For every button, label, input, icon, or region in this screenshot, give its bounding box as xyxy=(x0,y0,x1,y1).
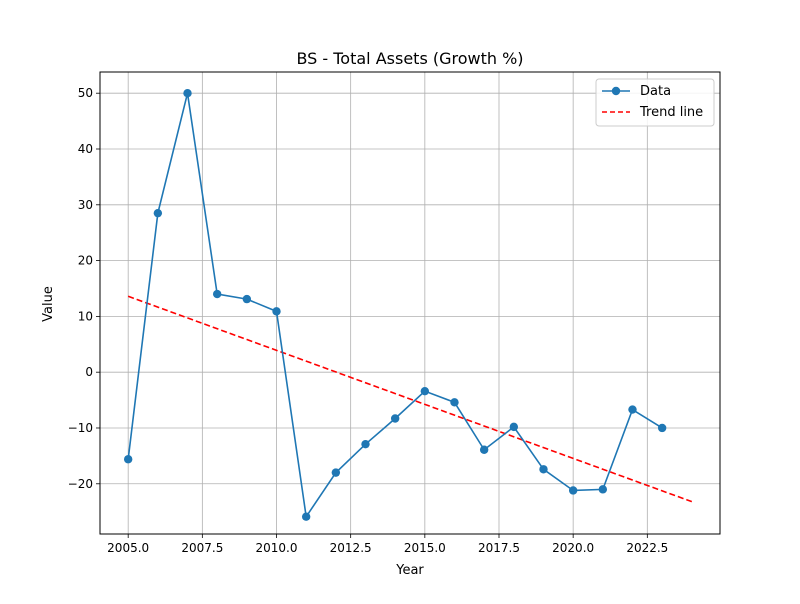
y-tick-label: 10 xyxy=(78,309,93,323)
data-point xyxy=(479,445,489,454)
x-axis-label: Year xyxy=(395,563,424,578)
trend-line xyxy=(127,295,693,503)
data-point xyxy=(450,398,459,407)
x-tick-label: 2020.0 xyxy=(552,541,594,555)
x-tick-label: 2012.5 xyxy=(330,541,372,555)
y-tick-label: −10 xyxy=(68,421,93,435)
trend-line-series xyxy=(127,295,693,503)
x-tick-label: 2007.5 xyxy=(181,541,223,555)
data-point xyxy=(212,289,222,299)
data-point xyxy=(568,486,578,495)
grid xyxy=(100,72,720,534)
chart-title: BS - Total Assets (Growth %) xyxy=(296,49,523,68)
x-tick-label: 2017.5 xyxy=(478,541,520,555)
data-point xyxy=(628,405,637,414)
legend: Data Trend line xyxy=(595,78,715,127)
x-tick-label: 2022.5 xyxy=(626,541,668,555)
data-point xyxy=(390,414,400,423)
legend-data-swatch-marker xyxy=(611,86,621,96)
data-point xyxy=(539,465,548,474)
plot-frame xyxy=(99,71,721,535)
y-tick-label: 30 xyxy=(78,198,93,212)
data-point xyxy=(509,422,519,432)
data-point xyxy=(183,89,192,98)
data-point xyxy=(242,294,252,304)
x-tick-label: 2005.0 xyxy=(107,541,149,555)
data-point xyxy=(123,455,133,464)
x-tick-label: 2015.0 xyxy=(404,541,446,555)
y-tick-label: 40 xyxy=(78,142,93,156)
legend-label-data: Data xyxy=(640,84,671,99)
data-point xyxy=(272,307,281,316)
data-series xyxy=(123,89,667,521)
x-tick-label: 2010.0 xyxy=(256,541,298,555)
data-point xyxy=(420,386,430,396)
y-tick-label: 0 xyxy=(85,365,93,379)
data-point xyxy=(331,468,341,477)
data-point xyxy=(301,512,311,521)
data-point xyxy=(153,208,163,218)
data-point xyxy=(657,423,667,433)
y-axis-label: Value xyxy=(41,286,56,322)
y-axis-ticks: −20 −10 0 10 20 30 40 50 xyxy=(68,86,100,491)
y-tick-label: −20 xyxy=(68,477,93,491)
data-point xyxy=(598,485,608,494)
legend-label-trend: Trend line xyxy=(639,105,703,120)
y-tick-label: 20 xyxy=(78,254,93,268)
data-point xyxy=(361,439,370,449)
x-axis-ticks: 2005.0 2007.5 2010.0 2012.5 2015.0 2017.5 2020… xyxy=(107,534,668,555)
y-tick-label: 50 xyxy=(78,86,93,100)
